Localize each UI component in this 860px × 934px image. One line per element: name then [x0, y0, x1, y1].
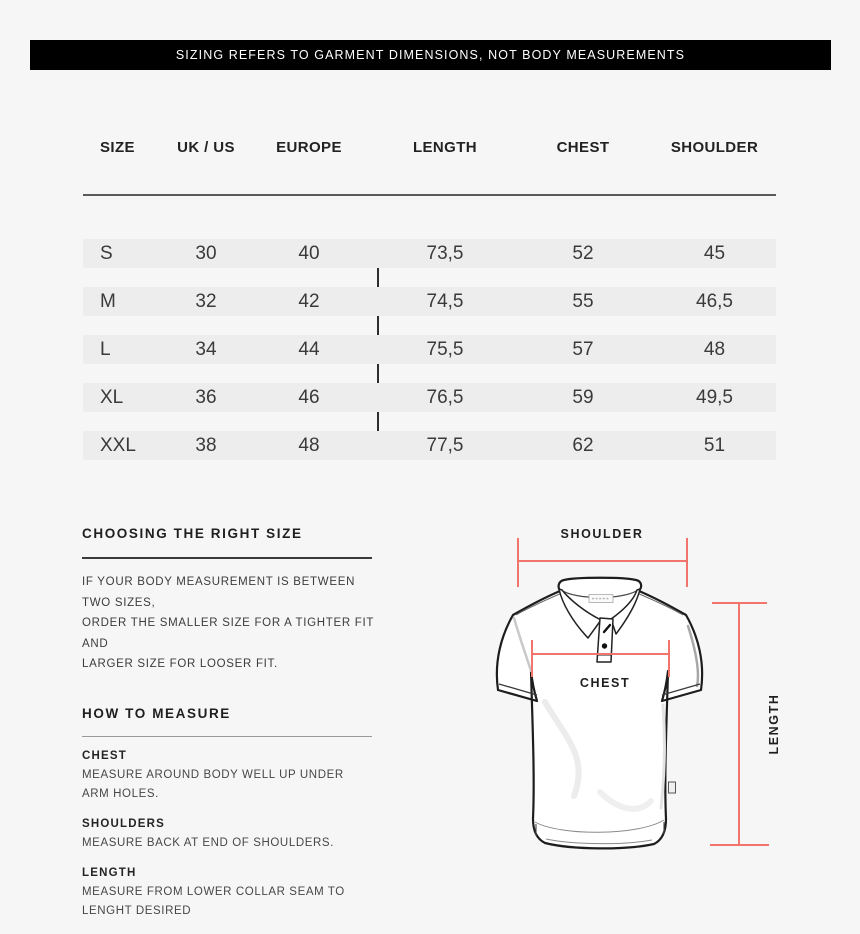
table-row-m: M 32 42 74,5 55 46,5: [83, 287, 776, 316]
sizing-info-column: CHOOSING THE RIGHT SIZE IF YOUR BODY MEA…: [82, 527, 382, 934]
table-row-l: L 34 44 75,5 57 48: [83, 335, 776, 364]
cell-uk-us: 36: [195, 386, 217, 408]
cell-size: XXL: [100, 434, 136, 456]
fabric-shading: [512, 616, 700, 812]
cell-shoulder: 49,5: [696, 386, 733, 408]
column-header-shoulder: SHOULDER: [670, 138, 759, 156]
cell-shoulder: 46,5: [696, 290, 733, 312]
sleeve-cuffs: [498, 683, 701, 696]
size-table: SIZE UK / US EUROPE LENGTH CHEST SHOULDE…: [83, 0, 776, 470]
column-header-chest: CHEST: [556, 138, 610, 156]
how-to-measure-heading: HOW TO MEASURE: [82, 705, 231, 721]
cell-length: 77,5: [426, 434, 464, 456]
column-header-uk-us: UK / US: [177, 138, 235, 156]
shoulder-measure-line: [517, 538, 688, 587]
cell-size: M: [100, 290, 116, 312]
size-guide-page: { "banner": { "text": "SIZING REFERS TO …: [30, 0, 860, 917]
cell-uk-us: 32: [195, 290, 217, 312]
measurement-diagram: SHOULDER CHEST LENGTH: [440, 510, 860, 910]
cell-shoulder: 45: [703, 242, 726, 264]
column-header-europe: EUROPE: [276, 138, 342, 156]
sizing-disclaimer-banner: SIZING REFERS TO GARMENT DIMENSIONS, NOT…: [30, 40, 831, 70]
table-row-s: S 30 40 73,5 52 45: [83, 239, 776, 268]
buttonhole: [602, 623, 612, 634]
paragraph-line: IF YOUR BODY MEASUREMENT IS BETWEEN TWO …: [82, 576, 356, 609]
cell-chest: 59: [572, 386, 594, 408]
cell-uk-us: 30: [195, 242, 217, 264]
cell-europe: 46: [298, 386, 320, 408]
paragraph-line: LARGER SIZE FOR LOOSER FIT.: [82, 658, 278, 670]
cell-length: 73,5: [426, 242, 464, 264]
choosing-size-divider: [82, 557, 372, 559]
cell-europe: 48: [298, 434, 320, 456]
header-divider-line: [83, 194, 776, 196]
button-placket: [596, 617, 614, 663]
choosing-size-paragraph: IF YOUR BODY MEASUREMENT IS BETWEEN TWO …: [82, 572, 382, 675]
cell-chest: 55: [572, 290, 594, 312]
shoulder-measure-label: SHOULDER: [560, 527, 644, 541]
measure-item-text: MEASURE BACK AT END OF SHOULDERS.: [82, 836, 334, 849]
cell-length: 76,5: [426, 386, 464, 408]
cell-europe: 40: [298, 242, 320, 264]
choosing-size-heading: CHOOSING THE RIGHT SIZE: [82, 526, 303, 541]
cell-uk-us: 34: [195, 338, 217, 360]
measure-item-text: MEASURE AROUND BODY WELL UP UNDER ARM HO…: [82, 768, 344, 800]
measure-item-label: CHEST: [82, 749, 127, 762]
cell-shoulder: 48: [703, 338, 726, 360]
button: [601, 643, 608, 649]
chest-measure-label: CHEST: [579, 676, 631, 690]
measure-item-shoulders: SHOULDERS MEASURE BACK AT END OF SHOULDE…: [82, 817, 382, 853]
measure-item-length: LENGTH MEASURE FROM LOWER COLLAR SEAM TO…: [82, 866, 382, 921]
measure-item-label: SHOULDERS: [82, 817, 166, 830]
cell-length: 74,5: [426, 290, 464, 312]
length-measure-label: LENGTH: [767, 693, 781, 755]
length-measure-line: [710, 602, 769, 846]
shirt-outline: [495, 576, 704, 850]
measure-item-text: MEASURE FROM LOWER COLLAR SEAM TO LENGHT…: [82, 885, 345, 917]
chest-measure-line: [531, 640, 670, 677]
cell-chest: 62: [572, 434, 594, 456]
cell-chest: 57: [572, 338, 594, 360]
sizing-disclaimer-text: SIZING REFERS TO GARMENT DIMENSIONS, NOT…: [175, 48, 686, 62]
cell-uk-us: 38: [195, 434, 217, 456]
cell-size: S: [100, 242, 113, 264]
cell-shoulder: 51: [703, 434, 726, 456]
measure-item-label: LENGTH: [82, 866, 137, 879]
column-header-length: LENGTH: [412, 138, 478, 156]
cell-europe: 44: [298, 338, 320, 360]
cell-size: L: [100, 338, 111, 360]
how-to-measure-divider: [82, 735, 372, 737]
hem-stitching: [534, 819, 665, 845]
table-row-xl: XL 36 46 76,5 59 49,5: [83, 383, 776, 412]
cell-size: XL: [100, 386, 124, 408]
shoulder-seams: [515, 592, 684, 616]
cell-chest: 52: [572, 242, 594, 264]
polo-shirt-illustration: [495, 538, 769, 850]
measure-item-chest: CHEST MEASURE AROUND BODY WELL UP UNDER …: [82, 749, 382, 804]
cell-europe: 42: [298, 290, 320, 312]
cell-length: 75,5: [426, 338, 464, 360]
paragraph-line: ORDER THE SMALLER SIZE FOR A TIGHTER FIT…: [82, 617, 374, 650]
column-header-size: SIZE: [100, 138, 135, 156]
size-table-header: SIZE UK / US EUROPE LENGTH CHEST SHOULDE…: [83, 138, 776, 156]
side-seam-tag: [668, 781, 676, 794]
table-row-xxl: XXL 38 48 77,5 62 51: [83, 431, 776, 460]
